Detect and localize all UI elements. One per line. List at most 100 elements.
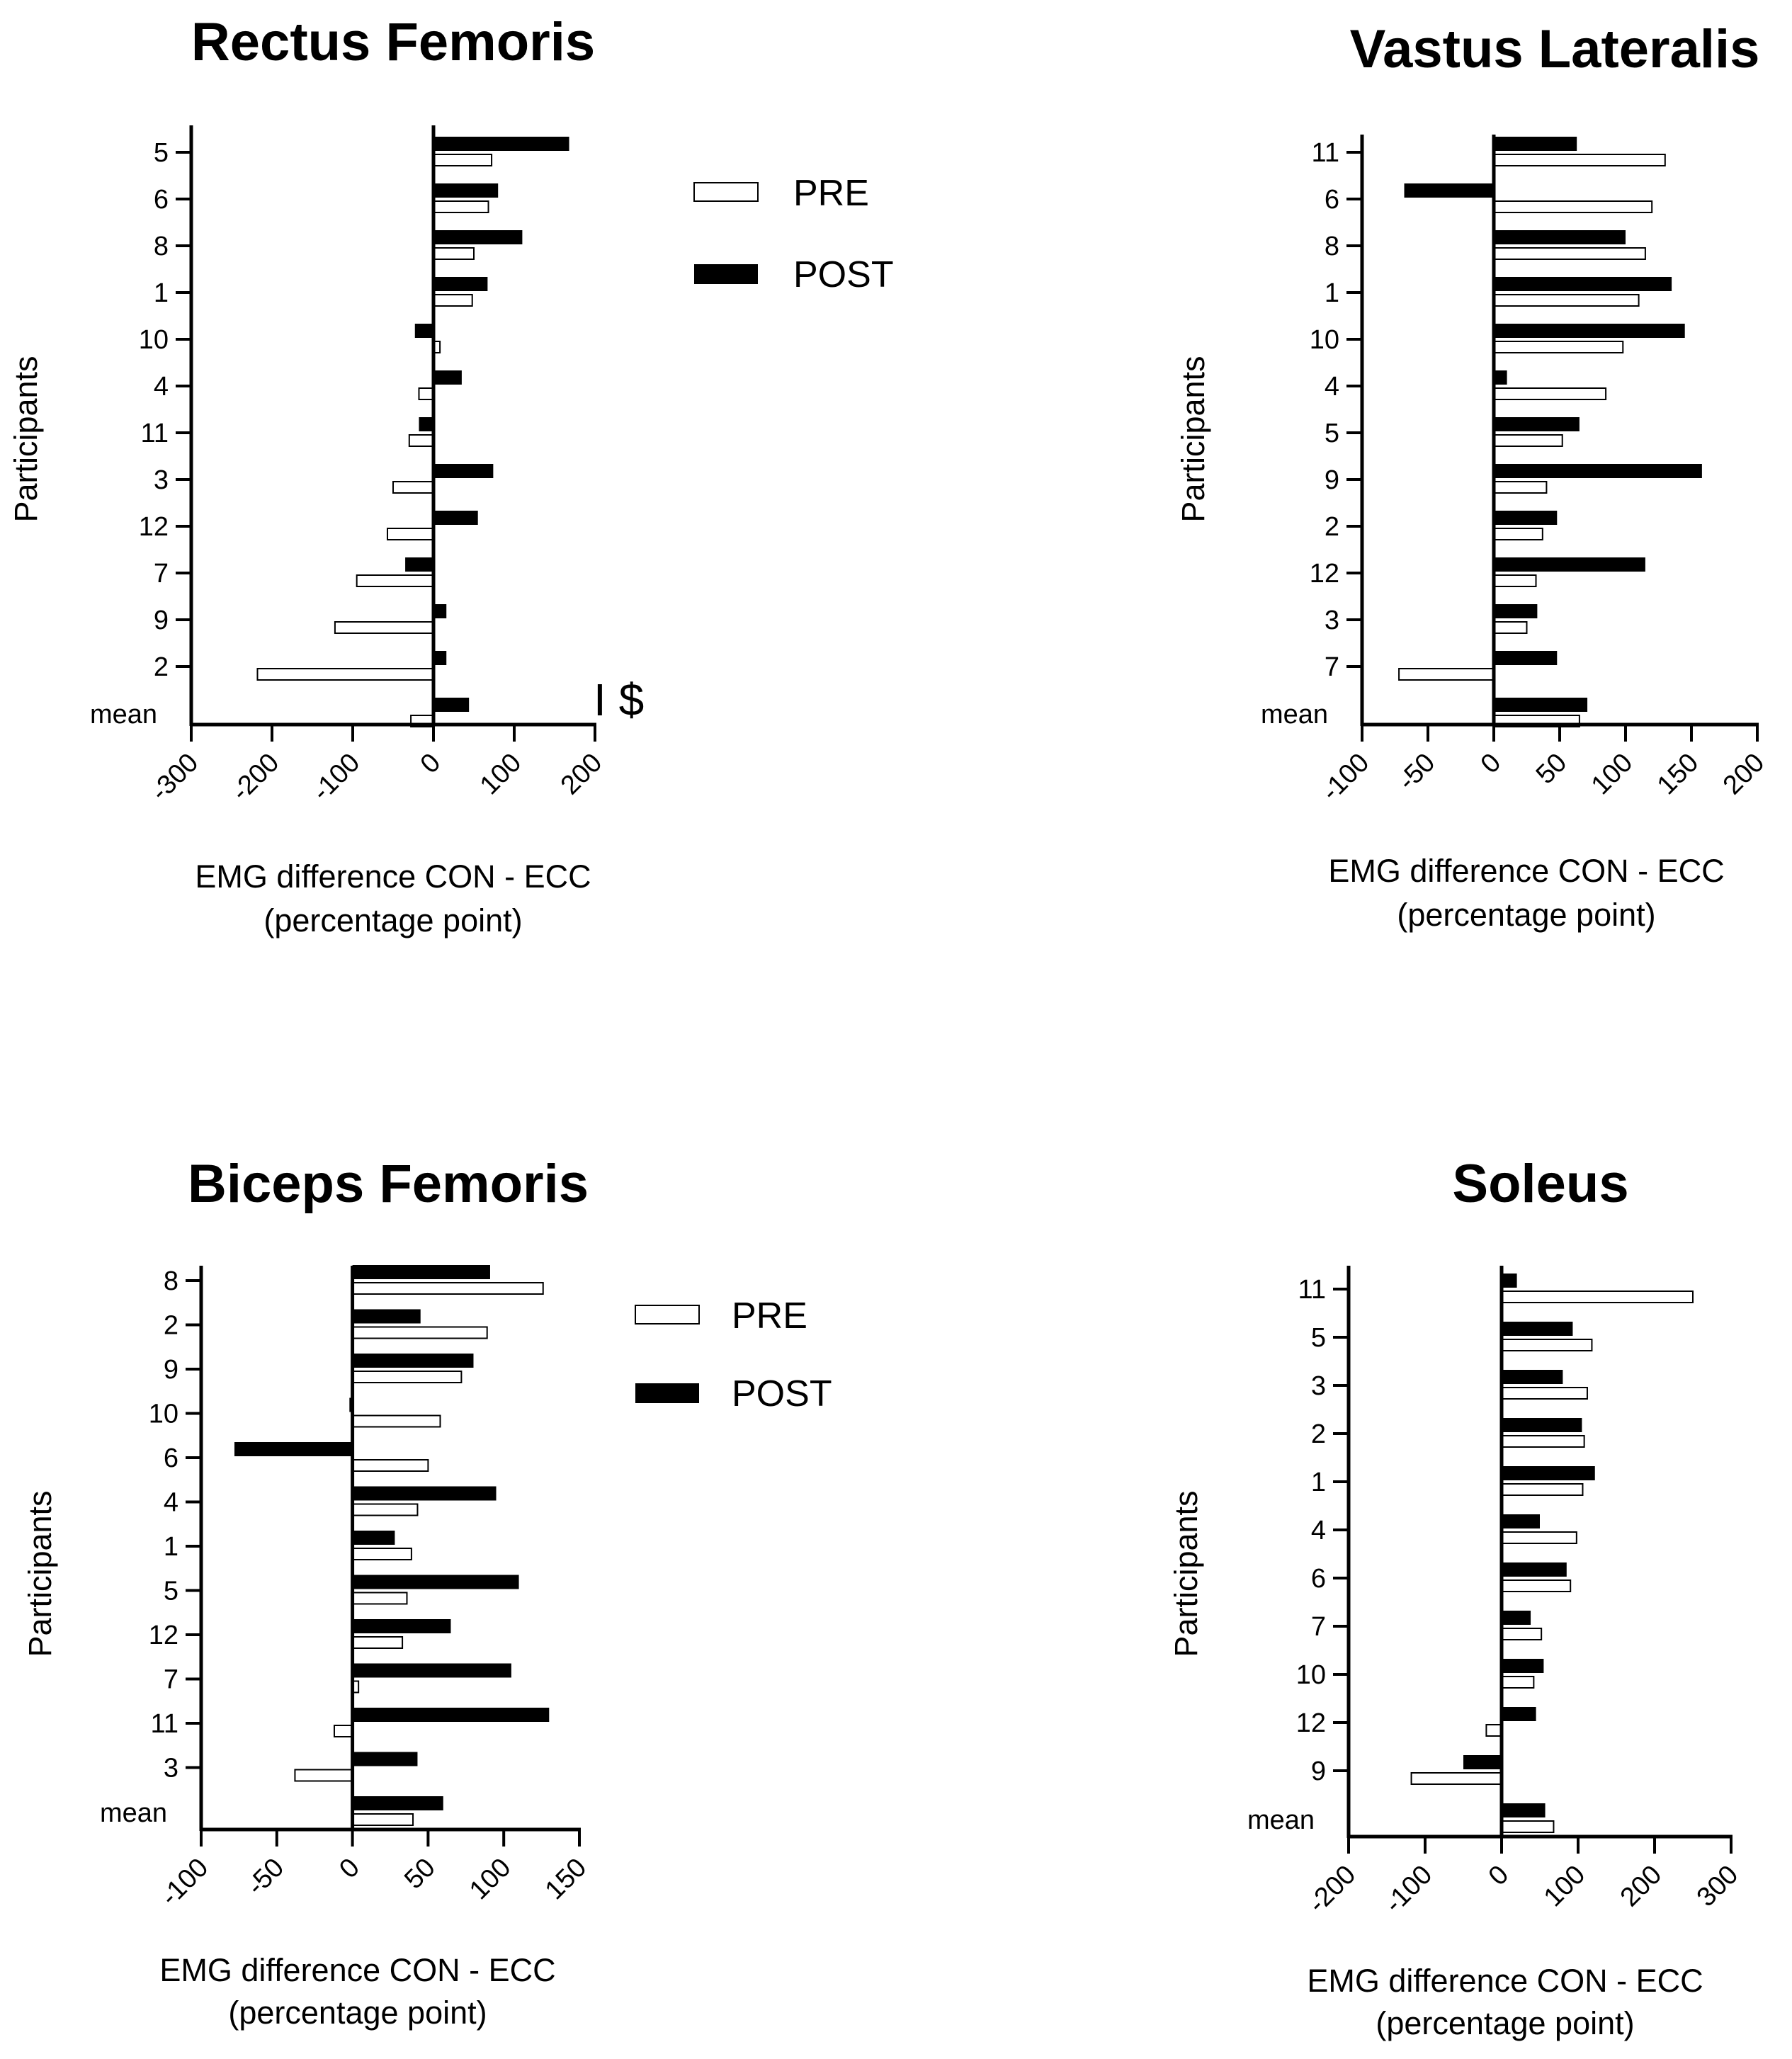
- x-tick-label: -50: [1393, 748, 1441, 797]
- bar-post-2: [1502, 1418, 1582, 1432]
- chart-title: Vastus Lateralis: [1350, 19, 1760, 79]
- x-axis-label-units: (percentage point): [228, 1995, 487, 2031]
- bar-pre-9: [1410, 1772, 1503, 1785]
- y-tick-label: 4: [1311, 1516, 1326, 1545]
- legend-post-label: POST: [793, 254, 894, 295]
- bar-pre-4: [1493, 387, 1607, 400]
- bar-post-5: [1494, 417, 1580, 431]
- legend-pre-label: PRE: [732, 1295, 807, 1337]
- x-tick-label: 0: [1475, 748, 1507, 780]
- x-axis-label: EMG difference CON - ECC: [1307, 1963, 1703, 1999]
- y-tick-label: 10: [139, 325, 169, 355]
- x-tick-label: -100: [307, 748, 365, 807]
- bar-pre-6: [351, 1459, 429, 1472]
- bar-pre-7: [1398, 668, 1495, 681]
- bar-pre-9: [1493, 481, 1548, 494]
- y-tick-label: 9: [1325, 465, 1339, 495]
- y-axis-label: Participants: [8, 356, 44, 522]
- y-tick-label: 9: [164, 1355, 178, 1385]
- y-axis-label: Participants: [22, 1490, 58, 1657]
- y-tick-label: 6: [164, 1443, 178, 1473]
- x-axis-label-units: (percentage point): [263, 902, 522, 938]
- y-tick-label: 5: [1311, 1323, 1326, 1353]
- x-tick-label: 0: [1483, 1860, 1515, 1892]
- bar-pre-6: [433, 200, 489, 213]
- bar-post-5: [433, 137, 569, 151]
- bar-post-4: [433, 370, 462, 385]
- y-tick-label: 11: [151, 1709, 178, 1739]
- bar-post-12: [433, 511, 478, 525]
- biceps-femoris-chart: Biceps Femoris 8 2 9 10 6 4 1 5 12 7 11 3 mean -100 -50…: [22, 1154, 832, 2031]
- bar-post-6: [1404, 183, 1494, 198]
- bar-pre-5: [1493, 434, 1563, 447]
- bar-post-11: [1502, 1274, 1517, 1288]
- y-tick-label: 2: [164, 1311, 178, 1341]
- bar-post-6: [1502, 1562, 1567, 1577]
- bar-post-10: [1494, 324, 1685, 338]
- bar-post-1: [352, 1531, 395, 1545]
- bar-post-10: [1502, 1659, 1544, 1673]
- bar-pre-2: [256, 668, 435, 681]
- bar-post-9: [433, 604, 447, 618]
- bar-pre-10: [1501, 1676, 1535, 1689]
- bar-pre-2: [351, 1326, 488, 1339]
- y-tick-label: 11: [1312, 138, 1339, 168]
- legend-post-swatch: [635, 1383, 699, 1403]
- y-tick-label: 10: [149, 1400, 178, 1429]
- y-tick-label: 3: [1325, 606, 1339, 635]
- x-tick-label: 50: [399, 1853, 441, 1895]
- y-tick-label: 8: [1325, 232, 1339, 261]
- y-tick-label: 9: [1311, 1757, 1326, 1786]
- y-tick-label: 7: [1325, 652, 1339, 682]
- x-tick-label: 100: [1586, 748, 1639, 801]
- x-tick-label: 150: [1652, 748, 1705, 801]
- x-axis-label-units: (percentage point): [1376, 2005, 1634, 2041]
- bar-post-5: [352, 1575, 519, 1589]
- bar-pre-12: [351, 1636, 404, 1649]
- x-tick-label: 100: [475, 748, 528, 801]
- y-tick-label: 3: [1311, 1371, 1326, 1401]
- x-axis-label: EMG difference CON - ECC: [159, 1952, 555, 1988]
- bar-pre-mean: [1501, 1820, 1555, 1833]
- x-tick-label: -200: [226, 748, 285, 807]
- x-tick-label: 100: [1538, 1860, 1592, 1913]
- y-tick-label: 8: [154, 232, 169, 261]
- bar-pre-2: [1501, 1435, 1585, 1448]
- y-tick-label: 10: [1310, 325, 1339, 355]
- x-tick-label: -300: [145, 748, 204, 807]
- bar-pre-7: [1501, 1628, 1543, 1640]
- x-tick-label: 300: [1691, 1860, 1745, 1913]
- bar-post-12: [1494, 557, 1645, 572]
- bar-post-3: [352, 1752, 418, 1766]
- bar-post-5: [1502, 1322, 1573, 1336]
- bar-post-10: [414, 324, 433, 338]
- y-tick-label: 7: [1311, 1612, 1326, 1642]
- bar-pre-6: [1501, 1579, 1572, 1592]
- bar-post-6: [433, 183, 499, 198]
- bar-pre-8: [433, 247, 475, 260]
- y-tick-label: 2: [1311, 1419, 1326, 1449]
- bar-pre-11: [1501, 1291, 1694, 1303]
- bar-pre-1: [1501, 1483, 1584, 1496]
- bar-post-7: [352, 1663, 511, 1678]
- legend-post-swatch: [694, 264, 758, 284]
- x-tick-label: -100: [1379, 1860, 1438, 1919]
- bar-post-7: [1502, 1611, 1531, 1625]
- bar-post-7: [405, 557, 433, 572]
- y-tick-label: 5: [154, 138, 169, 168]
- x-tick-label: -100: [1316, 748, 1375, 807]
- bar-post-1: [433, 277, 488, 291]
- x-tick-label: -200: [1303, 1860, 1361, 1919]
- bar-post-1: [1494, 277, 1672, 291]
- y-tick-label: 6: [154, 185, 169, 215]
- bar-post-9: [1463, 1755, 1502, 1769]
- legend-pre-swatch: [693, 182, 759, 202]
- y-tick-label: 1: [1311, 1468, 1326, 1497]
- chart-title: Rectus Femoris: [191, 12, 595, 72]
- x-axis-label: EMG difference CON - ECC: [1328, 853, 1724, 889]
- bar-post-3: [433, 464, 494, 478]
- bar-pre-5: [433, 154, 493, 166]
- y-tick-label: 4: [1325, 372, 1339, 402]
- y-tick-label: 9: [154, 606, 169, 635]
